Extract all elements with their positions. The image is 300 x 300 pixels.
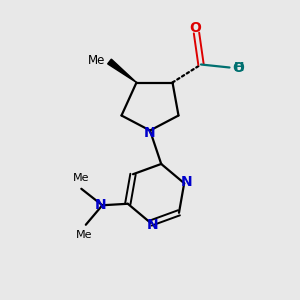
Text: Me: Me	[73, 173, 90, 183]
Text: O: O	[189, 21, 201, 35]
Polygon shape	[108, 59, 136, 82]
Text: O: O	[232, 61, 244, 75]
Text: N: N	[181, 175, 192, 189]
Text: N: N	[95, 198, 106, 212]
Text: N: N	[144, 126, 156, 140]
Text: H: H	[234, 61, 244, 74]
Text: N: N	[146, 218, 158, 232]
Text: Me: Me	[88, 53, 105, 67]
Text: Me: Me	[76, 230, 93, 240]
